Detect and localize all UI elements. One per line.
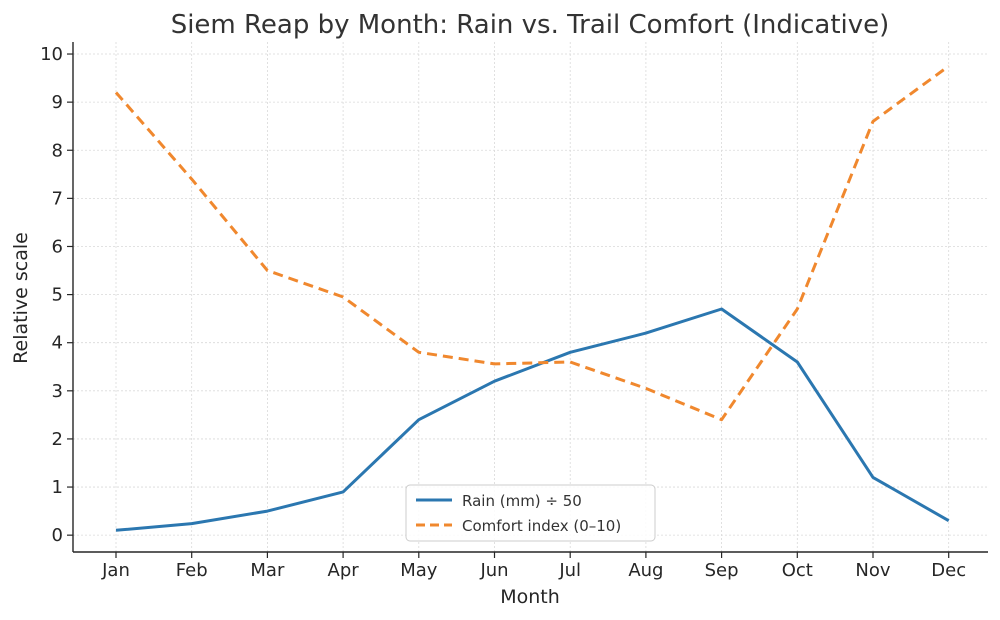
legend-label-comfort: Comfort index (0–10) xyxy=(462,517,621,535)
x-tick-label: Jul xyxy=(558,560,581,581)
y-tick-label: 4 xyxy=(52,333,63,354)
x-tick-label: Sep xyxy=(705,560,739,581)
x-tick-label: May xyxy=(400,560,438,581)
y-tick-label: 9 xyxy=(52,92,63,113)
rain-series-line xyxy=(115,307,950,532)
x-tick-label: Aug xyxy=(628,560,663,581)
legend: Rain (mm) ÷ 50 Comfort index (0–10) xyxy=(405,484,656,542)
x-tick-label: Nov xyxy=(855,560,890,581)
x-tick-label: Apr xyxy=(328,560,360,581)
chart-title: Siem Reap by Month: Rain vs. Trail Comfo… xyxy=(171,10,890,40)
y-ticks: 0 1 2 3 4 5 6 7 8 9 10 xyxy=(40,44,73,546)
comfort-series-line xyxy=(114,64,950,422)
axes xyxy=(72,42,988,553)
y-tick-label: 1 xyxy=(52,477,63,498)
x-ticks: Jan Feb Mar Apr May Jun Jul Aug Sep Oct Nov Dec xyxy=(101,552,966,581)
y-axis-label: Relative scale xyxy=(10,232,32,364)
y-tick-label: 0 xyxy=(52,525,63,546)
y-tick-label: 2 xyxy=(52,429,63,450)
y-tick-label: 3 xyxy=(52,381,63,402)
x-tick-label: Feb xyxy=(176,560,208,581)
y-tick-label: 7 xyxy=(52,188,63,209)
y-tick-label: 6 xyxy=(52,236,63,257)
y-tick-label: 5 xyxy=(52,285,63,306)
legend-box xyxy=(405,484,656,542)
y-tick-label: 10 xyxy=(40,44,63,65)
series-lines xyxy=(114,64,950,532)
x-tick-label: Dec xyxy=(931,560,966,581)
x-tick-label: Jun xyxy=(479,560,508,581)
x-axis-label: Month xyxy=(500,586,560,608)
y-tick-label: 8 xyxy=(52,140,63,161)
x-tick-label: Mar xyxy=(250,560,285,581)
x-tick-label: Oct xyxy=(782,560,813,581)
grid-lines xyxy=(73,42,988,552)
legend-label-rain: Rain (mm) ÷ 50 xyxy=(462,492,582,510)
x-tick-label: Jan xyxy=(101,560,130,581)
